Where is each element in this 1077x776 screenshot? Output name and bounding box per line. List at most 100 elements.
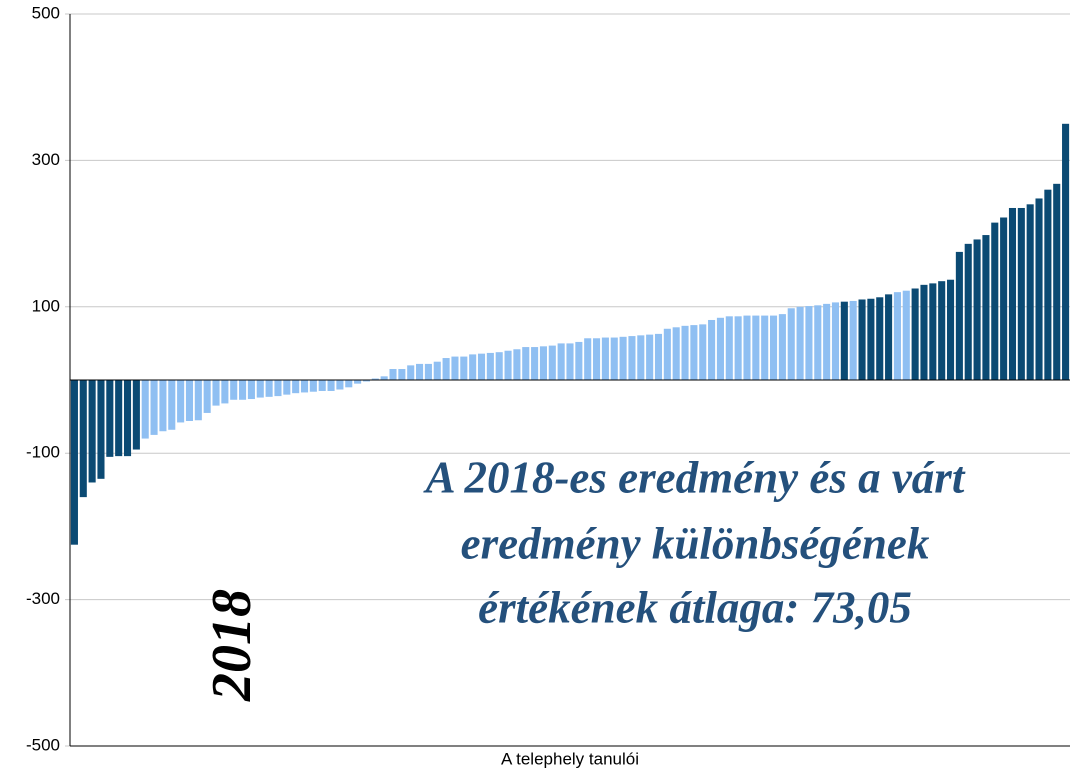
bar xyxy=(398,369,406,380)
bar xyxy=(743,315,751,380)
bar xyxy=(681,325,689,380)
bar xyxy=(70,380,78,545)
y-tick-label: 300 xyxy=(32,150,60,169)
bar xyxy=(584,338,592,380)
bar xyxy=(911,288,919,380)
bar xyxy=(531,347,539,380)
bar xyxy=(88,380,96,483)
bar xyxy=(327,380,335,391)
bar xyxy=(1062,123,1070,381)
bar xyxy=(424,363,432,380)
bar xyxy=(699,324,707,380)
bar xyxy=(593,338,601,380)
bar xyxy=(885,294,893,380)
bar xyxy=(955,251,963,380)
bar xyxy=(805,306,813,380)
bar xyxy=(141,380,149,439)
bar xyxy=(654,333,663,380)
bar xyxy=(858,299,866,380)
bar xyxy=(230,380,238,400)
bar xyxy=(893,292,901,380)
bar xyxy=(831,302,840,380)
bar xyxy=(964,243,972,380)
bar xyxy=(265,380,273,397)
bar xyxy=(991,222,999,380)
bar xyxy=(1017,207,1025,380)
bar xyxy=(716,317,724,380)
bar xyxy=(539,346,547,380)
annotation-line: eredmény különbségének xyxy=(461,518,930,568)
bar xyxy=(354,380,362,384)
year-label: 2018 xyxy=(201,589,263,702)
bar xyxy=(345,380,353,388)
bar xyxy=(212,380,220,406)
bar xyxy=(513,349,521,380)
bar xyxy=(274,380,282,397)
bar xyxy=(778,314,786,380)
bar xyxy=(823,303,831,380)
y-tick-label: -300 xyxy=(26,589,60,608)
bar xyxy=(982,235,990,380)
bar xyxy=(79,380,87,498)
bar xyxy=(814,305,822,380)
bar xyxy=(946,279,955,380)
bar xyxy=(637,335,645,380)
bar xyxy=(97,380,105,479)
bar xyxy=(690,325,698,380)
bar xyxy=(221,380,229,404)
bar xyxy=(168,380,176,430)
bar xyxy=(123,380,132,457)
bar xyxy=(672,327,680,380)
bar xyxy=(256,380,264,398)
bar xyxy=(495,352,503,380)
bar xyxy=(725,316,733,380)
bar xyxy=(752,315,760,380)
bar xyxy=(1035,198,1043,380)
bar xyxy=(469,354,477,380)
bar xyxy=(610,337,618,380)
bar xyxy=(557,343,565,380)
bar xyxy=(318,380,326,391)
bar xyxy=(761,315,769,380)
bar xyxy=(867,298,875,380)
bar xyxy=(575,341,583,380)
bar xyxy=(106,380,114,457)
bar xyxy=(362,380,370,382)
bar xyxy=(407,365,415,380)
bar xyxy=(840,301,848,380)
bar xyxy=(416,363,424,380)
y-tick-label: 100 xyxy=(32,296,60,315)
bar xyxy=(150,380,158,435)
y-tick-label: 500 xyxy=(32,3,60,22)
bar xyxy=(185,380,194,421)
bar xyxy=(336,380,344,390)
bar xyxy=(770,315,778,380)
bar xyxy=(1026,204,1034,380)
bar xyxy=(239,380,247,400)
bar xyxy=(734,316,742,380)
bar xyxy=(132,380,140,450)
bar xyxy=(601,337,609,380)
bar xyxy=(787,308,795,380)
bar xyxy=(194,380,202,421)
bar xyxy=(504,350,512,380)
annotation-line: értékének átlaga: 73,05 xyxy=(478,582,912,632)
bar xyxy=(929,283,937,380)
bar xyxy=(938,281,946,380)
bar xyxy=(433,361,441,380)
bar xyxy=(663,328,671,380)
bar xyxy=(920,284,928,380)
bar xyxy=(292,380,300,394)
bar xyxy=(566,343,574,380)
bar xyxy=(1044,189,1052,380)
y-tick-label: -100 xyxy=(26,443,60,462)
bar xyxy=(548,345,556,380)
bar xyxy=(300,380,309,393)
bar xyxy=(309,380,317,392)
bar xyxy=(486,352,494,380)
bar xyxy=(389,369,397,380)
bar xyxy=(460,356,468,380)
bar xyxy=(646,334,654,380)
x-axis-label: A telephely tanulói xyxy=(501,749,639,768)
bar xyxy=(1000,217,1008,380)
